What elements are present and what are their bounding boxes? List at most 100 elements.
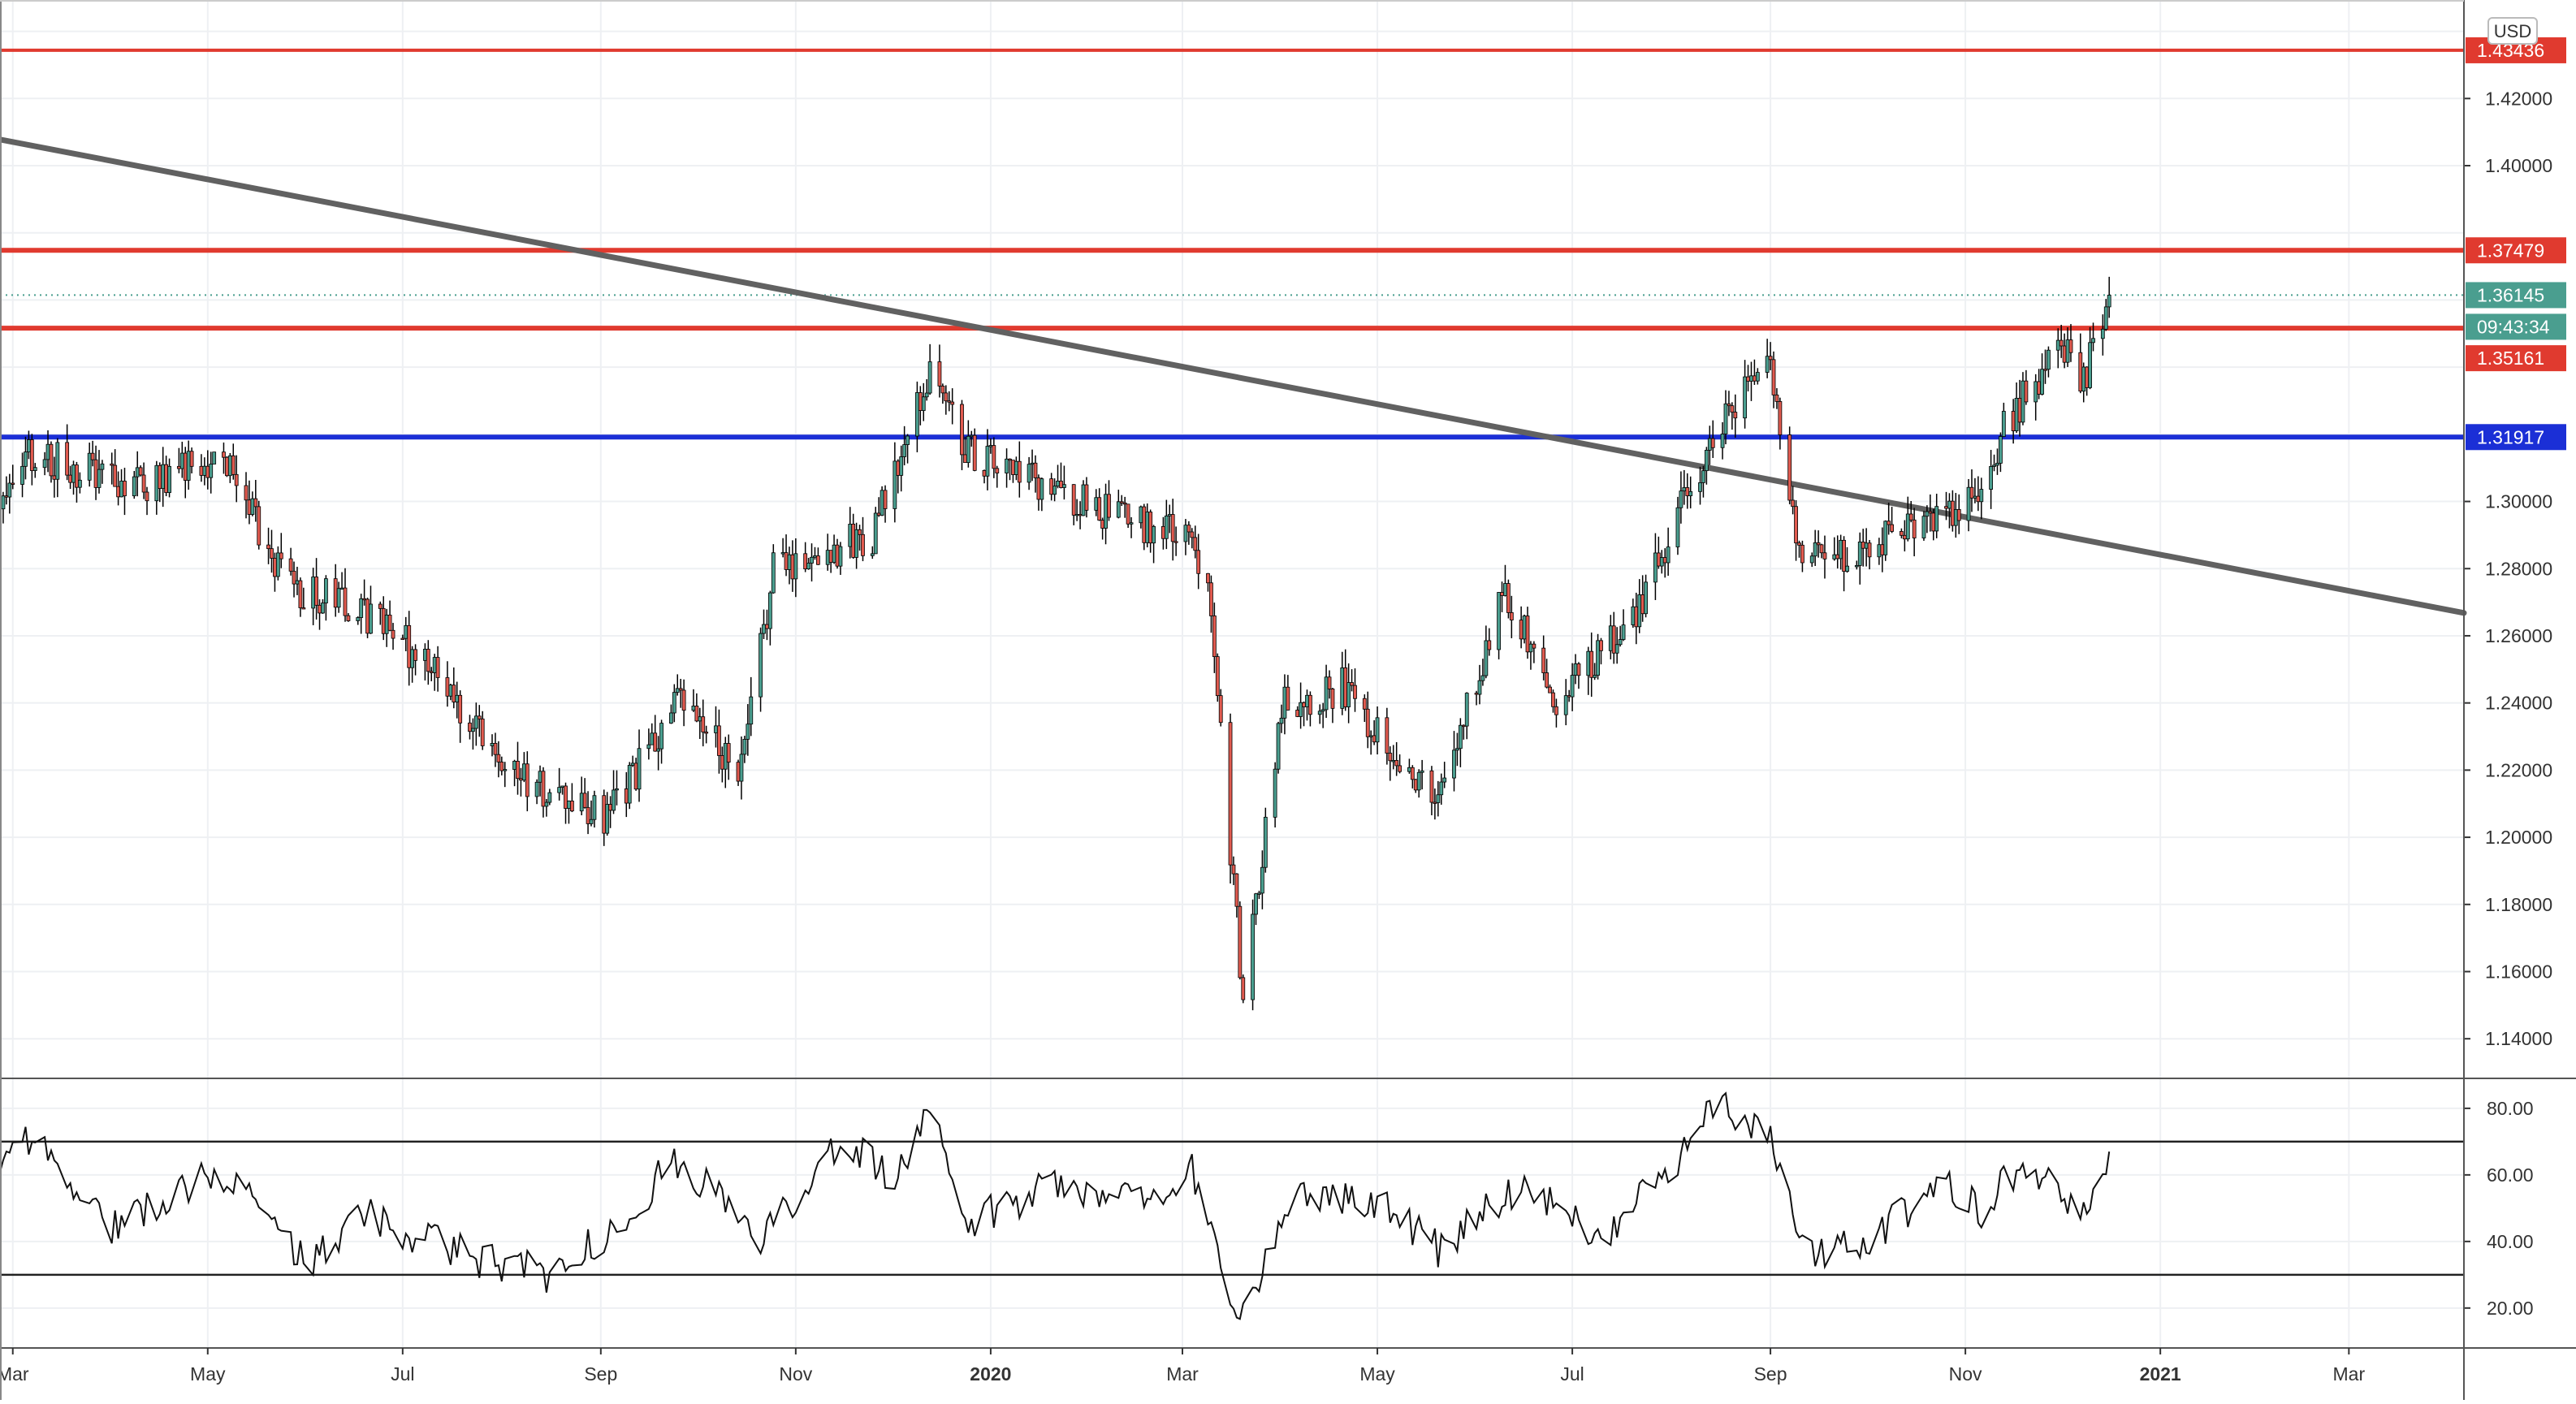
- candle-body: [244, 485, 249, 501]
- candle-body: [1407, 767, 1411, 772]
- candle-body: [1554, 706, 1558, 715]
- candle-body: [1666, 546, 1671, 564]
- candle-body: [921, 396, 926, 411]
- candle-body: [969, 434, 974, 438]
- candle-body: [1905, 513, 1910, 540]
- candle-body: [1160, 525, 1165, 539]
- candle-body: [1254, 893, 1258, 915]
- candle-body: [1343, 667, 1348, 707]
- candle-body: [1573, 663, 1578, 676]
- candle-body: [90, 452, 95, 460]
- candle-body: [2037, 381, 2042, 395]
- candle-body: [1733, 412, 1738, 419]
- candle-body: [2001, 411, 2006, 437]
- candle-body: [835, 544, 840, 567]
- candle-body: [253, 498, 258, 508]
- candle-body: [1209, 582, 1213, 616]
- candle-body: [209, 464, 214, 478]
- candle-body: [675, 688, 680, 693]
- candle-body: [1992, 464, 1996, 467]
- candle-body: [448, 685, 453, 697]
- candle-body: [810, 556, 814, 564]
- candle-body: [2100, 328, 2105, 339]
- candle-body: [426, 649, 430, 672]
- candle-body: [624, 788, 629, 804]
- candle-body: [378, 603, 383, 609]
- candle-body: [541, 771, 546, 807]
- candle-body: [1593, 675, 1597, 678]
- candle-body: [1353, 685, 1357, 699]
- candle-body: [1215, 656, 1220, 697]
- candle-body: [1883, 521, 1888, 555]
- trendline: [0, 136, 2467, 616]
- price-axis-label: 1.18000: [2485, 894, 2552, 915]
- candle-body: [544, 801, 549, 807]
- candle-body: [538, 771, 542, 783]
- candle-body: [1122, 502, 1127, 505]
- candle-body: [1545, 672, 1549, 688]
- candle-body: [1973, 495, 1977, 499]
- candle-body: [1787, 434, 1792, 501]
- candle-body: [1778, 401, 1783, 435]
- candle-body: [1030, 462, 1035, 465]
- candle-body: [806, 563, 810, 570]
- candle-body: [455, 694, 460, 702]
- candle-body: [1816, 542, 1821, 546]
- candle-body: [71, 464, 76, 483]
- candle-body: [1027, 464, 1031, 483]
- candle-body: [158, 464, 162, 490]
- candle-body: [1480, 675, 1485, 681]
- candle-body: [1, 495, 6, 510]
- candle-body: [1864, 542, 1869, 549]
- candle-body: [429, 671, 434, 673]
- candle-body: [1698, 482, 1702, 492]
- price-axis-label: 1.22000: [2485, 759, 2552, 780]
- candle-body: [1950, 500, 1955, 526]
- candle-body: [698, 716, 702, 722]
- candle-body: [1346, 682, 1351, 707]
- candle-body: [1551, 692, 1555, 707]
- candle-body: [1305, 694, 1309, 707]
- candle-body: [848, 524, 853, 547]
- candle-body: [1238, 905, 1243, 978]
- candle-body: [2081, 366, 2086, 392]
- candle-body: [1854, 565, 1859, 568]
- candle-body: [298, 580, 303, 608]
- candle-body: [1241, 977, 1246, 1000]
- candle-body: [1707, 438, 1712, 451]
- candle-body: [1701, 470, 1705, 483]
- candle-body: [1039, 478, 1044, 500]
- candle-body: [870, 553, 875, 556]
- candle-body: [771, 552, 776, 594]
- level-price-label: 1.37479: [2477, 240, 2544, 261]
- candle-body: [2047, 349, 2051, 370]
- candle-body: [883, 490, 888, 509]
- candle-body: [681, 689, 686, 711]
- candle-body: [1675, 507, 1680, 547]
- candle-body: [960, 404, 964, 456]
- candle-body: [582, 793, 587, 808]
- candle-body: [1659, 557, 1664, 567]
- candle-body: [1749, 375, 1753, 382]
- candle-body: [1743, 376, 1747, 419]
- candle-body: [116, 486, 121, 498]
- candle-body: [1640, 594, 1645, 615]
- candle-body: [1966, 486, 1971, 521]
- rsi-line: [0, 1091, 2111, 1320]
- candle-body: [154, 464, 159, 502]
- candle-body: [1979, 489, 1984, 503]
- price-axis-label: 1.30000: [2485, 491, 2552, 512]
- candle-body: [2043, 369, 2047, 371]
- candle-body: [985, 446, 990, 477]
- time-axis-label: Mar: [1166, 1363, 1199, 1385]
- candle-body: [612, 789, 616, 811]
- candle-body: [1385, 717, 1390, 754]
- candle-body: [1078, 514, 1083, 516]
- candle-body: [179, 452, 184, 469]
- candle-body: [1596, 640, 1600, 676]
- candle-body: [525, 763, 529, 797]
- currency-badge-background: [2487, 17, 2538, 45]
- candle-body: [1631, 606, 1636, 625]
- candle-body: [914, 392, 919, 437]
- candle-body: [145, 491, 149, 502]
